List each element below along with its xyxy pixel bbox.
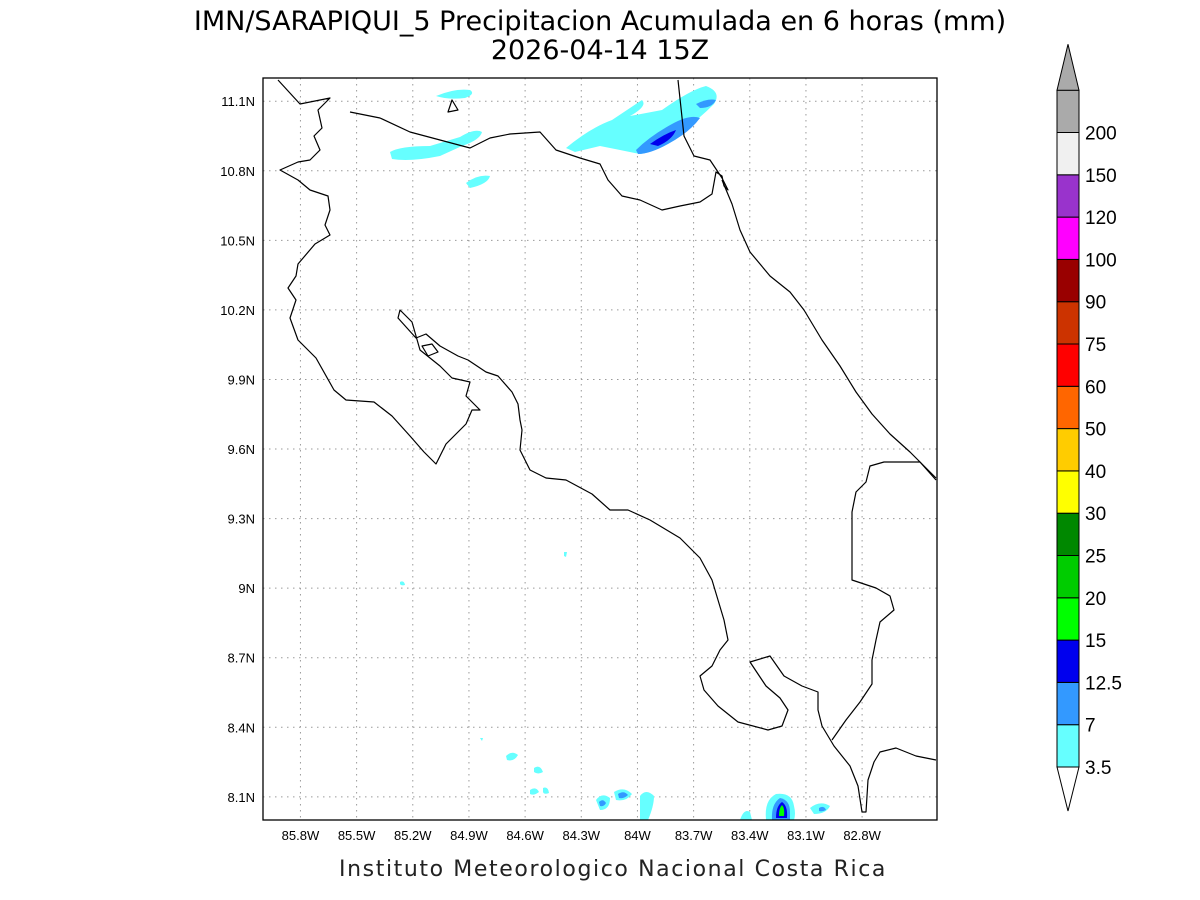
legend-swatch — [1056, 174, 1080, 218]
lat-tick-label: 10.8N — [220, 164, 255, 179]
precip-area-south-cell-8-15mm — [779, 805, 785, 816]
legend-label: 200 — [1085, 124, 1117, 145]
legend-label: 100 — [1085, 250, 1117, 271]
lon-tick-label: 83.1W — [787, 828, 825, 843]
map-title: IMN/SARAPIQUI_5 Precipitacion Acumulada … — [194, 6, 1006, 37]
legend-label: 40 — [1085, 462, 1106, 483]
legend-label: 90 — [1085, 293, 1106, 314]
lat-tick-label: 10.5N — [220, 233, 255, 248]
legend-swatch — [1056, 512, 1080, 557]
legend-label: 50 — [1085, 420, 1106, 441]
color-legend: 3.5 7 12.5 15 20 25 30 40 50 60 75 90 100 120 150 200 — [1056, 44, 1122, 812]
lat-tick-label: 9.3N — [228, 512, 255, 527]
legend-swatch — [1056, 216, 1080, 260]
precip-area-nw-band — [390, 130, 482, 160]
map-subtitle-datetime: 2026-04-14 15Z — [491, 35, 709, 66]
lon-tick-label: 85.8W — [282, 828, 320, 843]
legend-swatch — [1056, 681, 1080, 726]
lagoon-north — [447, 99, 459, 113]
legend-swatch — [1056, 258, 1080, 303]
legend-swatch — [1056, 724, 1080, 768]
lon-tick-label: 84.9W — [450, 828, 488, 843]
precip-area-isolated-2 — [564, 552, 567, 557]
precip-area-south-cell-4-core — [599, 800, 606, 807]
legend-label: 20 — [1085, 589, 1106, 610]
legend-swatch — [1056, 470, 1080, 514]
gulf-nicoya-island — [421, 343, 439, 357]
lat-tick-label: 9.6N — [228, 442, 255, 457]
latitude-tick-labels: 11.1N 10.8N 10.5N 10.2N 9.9N 9.6N 9.3N 9N 8.7N 8.… — [220, 94, 255, 805]
lat-tick-label: 9N — [238, 581, 255, 596]
lon-tick-label: 85.2W — [394, 828, 432, 843]
precip-area-north-band — [566, 86, 717, 154]
lon-tick-label: 82.8W — [843, 828, 881, 843]
lon-tick-label: 83.4W — [731, 828, 769, 843]
lon-tick-label: 84.3W — [562, 828, 600, 843]
legend-label: 7 — [1085, 716, 1096, 737]
lat-tick-label: 8.7N — [228, 651, 255, 666]
legend-label: 75 — [1085, 335, 1106, 356]
legend-label: 15 — [1085, 631, 1106, 652]
map-frame — [262, 77, 938, 821]
coastlines-borders — [277, 79, 937, 813]
legend-label: 150 — [1085, 166, 1117, 187]
legend-label: 25 — [1085, 547, 1106, 568]
precip-area-south-cell-7 — [740, 811, 752, 820]
pacific-coastline-west — [277, 79, 937, 813]
legend-swatch — [1056, 555, 1080, 599]
precip-area-nw-small-mid — [466, 175, 490, 188]
legend-min-arrow — [1056, 766, 1080, 812]
lon-tick-label: 84.6W — [506, 828, 544, 843]
precip-area-isolated-3 — [480, 738, 483, 741]
precip-area-north-small-7mm — [696, 99, 716, 108]
legend-label: 3.5 — [1085, 758, 1111, 779]
lat-tick-label: 11.1N — [221, 94, 255, 109]
legend-label: 120 — [1085, 208, 1117, 229]
lat-tick-label: 9.9N — [228, 372, 255, 387]
legend-label: 60 — [1085, 377, 1106, 398]
precip-area-south-cell-9-core — [819, 806, 826, 812]
precip-area-south-cell-1 — [506, 752, 518, 761]
legend-label: 12.5 — [1085, 673, 1122, 694]
precip-area-north-band-12mm — [650, 130, 676, 146]
caribbean-coastline — [721, 179, 937, 479]
nicaragua-border — [349, 79, 729, 211]
precip-area-nw-small-top — [436, 89, 473, 99]
lon-tick-label: 84W — [624, 828, 651, 843]
legend-swatch — [1056, 343, 1080, 387]
lat-tick-label: 10.2N — [220, 303, 255, 318]
longitude-tick-labels: 85.8W 85.5W 85.2W 84.9W 84.6W 84.3W 84W 83.7W 83… — [282, 828, 882, 843]
precip-area-isolated-1 — [400, 581, 405, 586]
precip-area-south-cell-2 — [534, 766, 543, 774]
lat-tick-label: 8.4N — [228, 720, 255, 735]
panama-border — [831, 461, 937, 741]
legend-swatch — [1056, 132, 1080, 176]
legend-max-arrow — [1056, 44, 1080, 91]
legend-swatch — [1056, 89, 1080, 133]
legend-swatch — [1056, 597, 1080, 641]
legend-swatch — [1056, 639, 1080, 683]
footer-credit: Instituto Meteorologico Nacional Costa R… — [339, 857, 887, 882]
legend-swatch — [1056, 428, 1080, 472]
precip-area-south-cell-6 — [640, 792, 654, 820]
precip-area-south-cell-5-core — [618, 792, 628, 799]
lon-tick-label: 83.7W — [675, 828, 713, 843]
legend-swatch — [1056, 385, 1080, 430]
map-plot-area — [262, 77, 938, 821]
legend-label: 30 — [1085, 504, 1106, 525]
lon-tick-label: 85.5W — [338, 828, 376, 843]
lat-tick-label: 8.1N — [228, 790, 255, 805]
precip-area-south-cell-3 — [530, 787, 549, 795]
precipitation-contours — [390, 86, 830, 820]
legend-swatch — [1056, 301, 1080, 345]
